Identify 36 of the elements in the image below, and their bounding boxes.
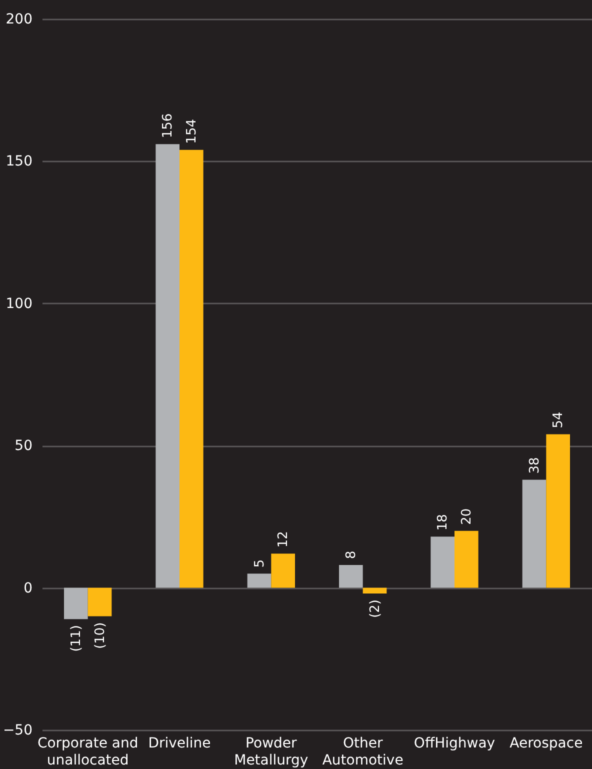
bar bbox=[454, 530, 478, 588]
data-label: 54 bbox=[551, 412, 566, 428]
data-label: 8 bbox=[344, 550, 359, 560]
data-label: 18 bbox=[436, 514, 451, 531]
y-tick-label: −50 bbox=[2, 722, 32, 738]
bar bbox=[180, 150, 204, 588]
y-tick-label: 50 bbox=[14, 438, 32, 454]
bar bbox=[247, 574, 272, 588]
data-label: (2) bbox=[368, 599, 383, 618]
bar bbox=[339, 565, 363, 588]
y-tick-label: 0 bbox=[24, 580, 32, 596]
bar bbox=[64, 588, 88, 620]
data-label: 5 bbox=[252, 559, 268, 568]
x-tick-label: Driveline bbox=[148, 736, 211, 752]
x-tick-label: OffHighway bbox=[414, 736, 496, 752]
y-tick-label: 150 bbox=[6, 154, 32, 170]
bar bbox=[156, 144, 180, 588]
y-tick-label: 200 bbox=[6, 12, 32, 28]
bar bbox=[430, 536, 454, 588]
data-label: (11) bbox=[68, 625, 84, 652]
bar bbox=[546, 434, 570, 588]
bar bbox=[271, 554, 295, 588]
data-label: 38 bbox=[527, 457, 542, 474]
x-tick-label: Corporate and unallocated bbox=[37, 736, 138, 768]
bar bbox=[362, 588, 387, 594]
bar bbox=[522, 480, 546, 588]
y-tick-label: 100 bbox=[6, 296, 32, 312]
data-label: 156 bbox=[160, 113, 176, 138]
data-label: 154 bbox=[184, 118, 200, 144]
x-tick-label: Other Automotive bbox=[322, 736, 404, 768]
data-label: 12 bbox=[276, 531, 292, 548]
x-tick-label: Powder Metallurgy bbox=[234, 736, 308, 768]
data-label: 20 bbox=[459, 508, 474, 525]
bar bbox=[88, 588, 112, 616]
x-tick-label: Aerospace bbox=[510, 736, 583, 752]
data-label: (10) bbox=[92, 622, 108, 649]
